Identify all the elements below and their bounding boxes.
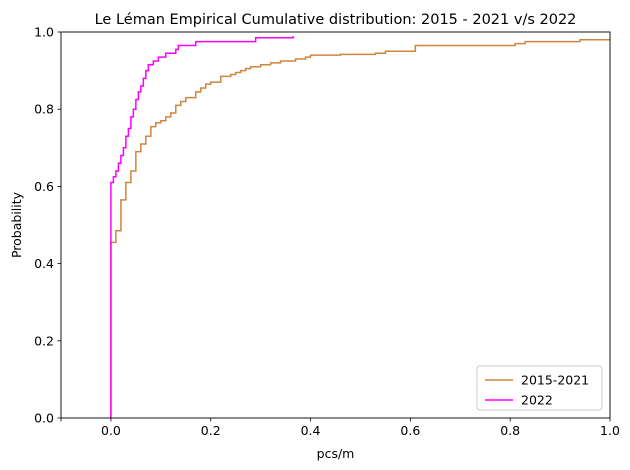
- x-tick-label: 0.0: [101, 423, 121, 438]
- x-tick-label: 1.0: [600, 423, 620, 438]
- series-layer: [110, 35, 610, 418]
- chart-title: Le Léman Empirical Cumulative distributi…: [95, 12, 577, 28]
- x-tick-label: 0.6: [400, 423, 420, 438]
- y-axis-label: Probability: [9, 191, 24, 258]
- legend: 2015-2021 2022: [476, 365, 603, 411]
- y-axis-ticks: 0.0 0.2 0.4 0.6 0.8 1.0: [34, 25, 61, 426]
- x-tick-label: 0.2: [201, 423, 221, 438]
- x-tick-label: 0.8: [500, 423, 520, 438]
- x-tick-label: 0.4: [301, 423, 321, 438]
- series-line-2022: [110, 35, 294, 418]
- series-line-2015-2021: [110, 38, 610, 418]
- y-tick-label: 0.6: [34, 179, 54, 194]
- legend-label-2022: 2022: [521, 393, 553, 408]
- x-axis-label: pcs/m: [317, 446, 355, 461]
- legend-box: [476, 365, 603, 411]
- y-tick-label: 1.0: [34, 25, 54, 40]
- y-tick-label: 0.4: [34, 256, 54, 271]
- y-tick-label: 0.0: [34, 411, 54, 426]
- plot-frame: [60, 31, 611, 419]
- y-tick-label: 0.2: [34, 333, 54, 348]
- x-axis-ticks: 0.0 0.2 0.4 0.6 0.8 1.0: [60, 418, 620, 438]
- legend-label-2015-2021: 2015-2021: [521, 373, 589, 388]
- y-tick-label: 0.8: [34, 102, 54, 117]
